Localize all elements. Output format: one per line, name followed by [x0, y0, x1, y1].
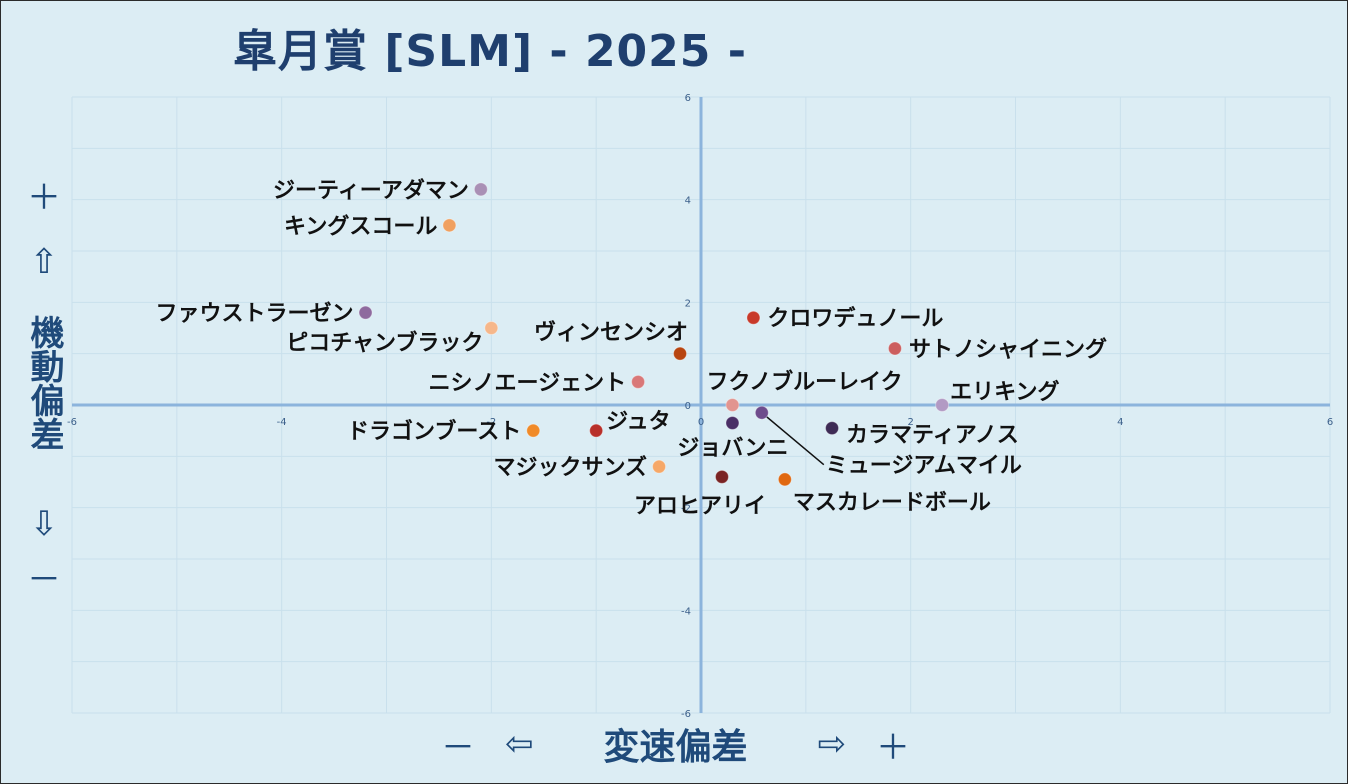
leader-lines — [761, 412, 825, 466]
x-tick-label: 4 — [1117, 417, 1123, 428]
x-minus-sign: － — [441, 727, 475, 768]
data-point[interactable] — [673, 346, 688, 361]
data-point[interactable] — [589, 423, 604, 438]
data-point[interactable] — [754, 405, 769, 420]
point-label: ジーティーアダマン — [273, 177, 469, 203]
y-tick-label: 4 — [685, 196, 691, 207]
y-tick-label: -4 — [681, 606, 691, 617]
y-axis-title: ＋ ⇧ 機動偏差 ⇩ － — [17, 179, 71, 599]
data-point[interactable] — [825, 421, 840, 436]
data-point[interactable] — [777, 472, 792, 487]
data-point[interactable] — [473, 182, 488, 197]
down-arrow-icon: ⇩ — [29, 504, 59, 544]
x-axis-label: 変速偏差 — [603, 727, 748, 768]
data-point[interactable] — [887, 341, 902, 356]
x-tick-label: 2 — [907, 417, 913, 428]
point-label: ニシノエージェント — [429, 371, 627, 396]
point-label: キングスコール — [284, 213, 437, 239]
x-axis-title: － ⇦ 変速偏差 ⇨ ＋ — [441, 719, 910, 769]
tick-labels: -6 -4 -2 0 2 4 6 6 4 2 0 -2 -4 -6 — [67, 93, 1333, 720]
data-point[interactable] — [725, 415, 740, 430]
up-arrow-icon: ⇧ — [29, 242, 59, 282]
point-label: ジョバンニ — [677, 436, 788, 461]
right-arrow-icon: ⇨ — [817, 724, 847, 764]
y-tick-label: -6 — [681, 709, 691, 720]
data-point[interactable] — [358, 305, 373, 320]
point-label: ミュージアムマイル — [826, 454, 1022, 479]
x-tick-label: -4 — [277, 417, 287, 428]
chart-title: 皐月賞 [SLM] - 2025 - — [233, 26, 747, 77]
point-label: クロワデュノール — [767, 306, 943, 332]
left-arrow-icon: ⇦ — [505, 724, 534, 764]
data-point[interactable] — [652, 459, 667, 474]
y-tick-label: 6 — [685, 93, 691, 104]
y-tick-label: 2 — [685, 298, 691, 309]
point-label: ドラゴンブースト — [347, 419, 521, 445]
data-point[interactable] — [725, 398, 740, 412]
point-label: サトノシャイニング — [909, 337, 1107, 363]
y-minus-sign: － — [27, 560, 61, 600]
y-axis-label: 機動偏差 — [24, 315, 64, 451]
data-points — [358, 182, 950, 487]
data-point[interactable] — [442, 218, 457, 233]
point-label: カラマティアノス — [846, 423, 1019, 448]
data-point[interactable] — [746, 310, 761, 325]
x-tick-label: 0 — [698, 417, 704, 428]
x-tick-label: -6 — [67, 417, 77, 428]
data-point[interactable] — [484, 321, 499, 335]
data-point[interactable] — [526, 423, 541, 438]
y-tick-label: -2 — [681, 504, 691, 515]
y-tick-label: 0 — [685, 401, 691, 412]
leader-line — [761, 412, 825, 466]
axes — [72, 97, 1330, 713]
point-label: マジックサンズ — [494, 455, 648, 481]
point-label: ファウストラーゼン — [156, 302, 354, 327]
y-plus-sign: ＋ — [27, 178, 61, 218]
point-label: エリキング — [950, 379, 1059, 405]
data-point[interactable] — [935, 398, 950, 412]
data-point[interactable] — [631, 374, 646, 389]
x-tick-label: -2 — [486, 417, 496, 428]
point-label: ジュタ — [606, 410, 670, 435]
point-label: ヴィンセンシオ — [534, 320, 688, 346]
data-point[interactable] — [714, 469, 729, 484]
point-label: フクノブルーレイク — [706, 369, 902, 395]
x-tick-label: 6 — [1327, 417, 1333, 428]
point-label: アロヒアリイ — [634, 494, 766, 519]
x-plus-sign: ＋ — [876, 727, 911, 768]
point-label: マスカレードボール — [793, 490, 991, 515]
point-label: ピコチャンブラック — [286, 330, 483, 356]
